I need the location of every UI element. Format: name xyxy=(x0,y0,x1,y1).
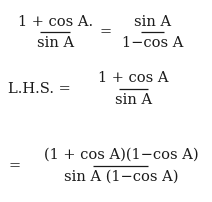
Text: sin A (1−cos A): sin A (1−cos A) xyxy=(64,169,178,183)
Text: 1 + cos A.: 1 + cos A. xyxy=(18,15,93,29)
Text: 1 + cos A: 1 + cos A xyxy=(98,71,169,85)
Text: sin A: sin A xyxy=(36,36,74,50)
Text: L.H.S. =: L.H.S. = xyxy=(8,82,71,96)
Text: =: = xyxy=(100,25,112,39)
Text: (1 + cos A)(1−cos A): (1 + cos A)(1−cos A) xyxy=(43,148,198,162)
Text: sin A: sin A xyxy=(134,15,171,29)
Text: 1−cos A: 1−cos A xyxy=(122,36,183,50)
Text: sin A: sin A xyxy=(115,93,152,106)
Text: =: = xyxy=(8,159,21,173)
